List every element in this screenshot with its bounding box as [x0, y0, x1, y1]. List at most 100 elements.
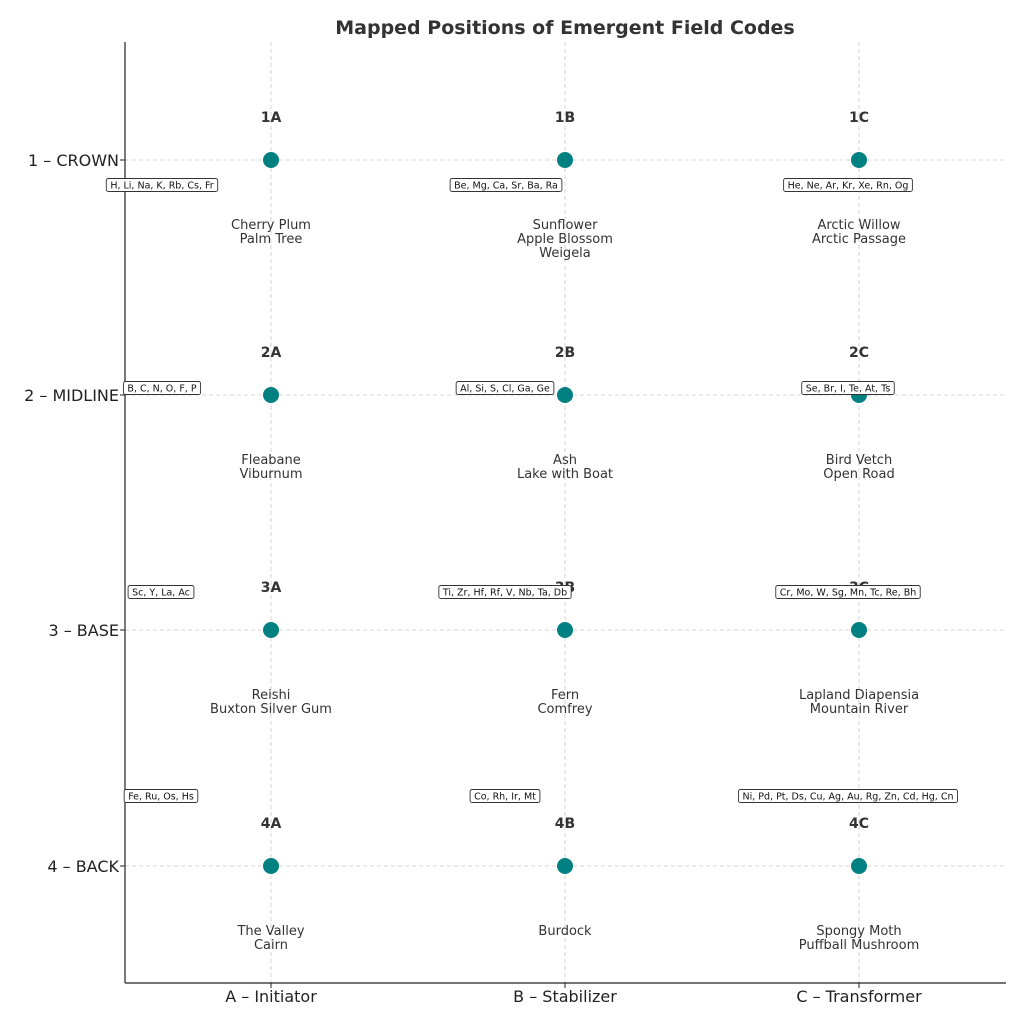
y-tick-label: 2 – MIDLINE	[24, 386, 119, 405]
data-point-group: 3BFernComfreyTi, Zr, Hf, Rf, V, Nb, Ta, …	[438, 580, 593, 717]
point-name-label: Weigela	[539, 246, 591, 261]
point-name-label: Puffball Mushroom	[799, 938, 919, 953]
x-tick-label: C – Transformer	[796, 987, 922, 1006]
element-annotation-box	[783, 178, 913, 192]
element-annotation-box	[801, 381, 895, 395]
element-annotation: Co, Rh, Ir, Mt	[469, 789, 541, 803]
point-name-label: Buxton Silver Gum	[210, 702, 332, 717]
point-name-label: Apple Blossom	[517, 232, 613, 247]
point-name-label: Open Road	[823, 467, 894, 482]
data-point-group: 4B Burdock Co, Rh, Ir, Mt	[469, 789, 592, 939]
point-name-label: Mountain River	[810, 702, 909, 717]
element-annotation-text: Fe, Ru, Os, Hs	[128, 792, 194, 803]
point-name-label: Cairn	[254, 938, 288, 953]
point-name-label: Comfrey	[537, 702, 592, 717]
point-code-label: 2C	[849, 345, 869, 361]
point-name-label: Lake with Boat	[517, 467, 613, 482]
element-annotation: B, C, N, O, F, P	[122, 381, 202, 395]
element-annotation-text: Se, Br, I, Te, At, Ts	[806, 384, 891, 395]
point-name-label: Cherry Plum	[231, 218, 311, 233]
x-tick-label: B – Stabilizer	[513, 987, 617, 1006]
element-annotation-text: Ti, Zr, Hf, Rf, V, Nb, Ta, Db	[442, 588, 567, 599]
point-name-label: Fleabane	[241, 453, 301, 468]
element-annotation-box	[123, 789, 199, 803]
point-name-label: Spongy Moth	[816, 924, 901, 939]
element-annotation-text: H, Li, Na, K, Rb, Cs, Fr	[110, 181, 213, 192]
point-code-label: 4C	[849, 816, 869, 832]
point-name-label: Viburnum	[240, 467, 303, 482]
point-marker	[557, 152, 573, 168]
element-annotation-box	[469, 789, 541, 803]
y-tick-label: 1 – CROWN	[28, 151, 119, 170]
point-marker	[851, 152, 867, 168]
point-marker	[557, 622, 573, 638]
point-marker	[851, 622, 867, 638]
point-code-label: 1A	[261, 110, 282, 126]
point-name-label: Palm Tree	[240, 232, 303, 247]
chart-title: Mapped Positions of Emergent Field Codes	[335, 17, 795, 39]
element-annotation-text: Co, Rh, Ir, Mt	[474, 792, 536, 803]
element-annotation: Se, Br, I, Te, At, Ts	[801, 381, 895, 395]
point-marker	[263, 622, 279, 638]
grid-lines	[125, 42, 1006, 983]
element-annotation-text: Ni, Pd, Pt, Ds, Cu, Ag, Au, Rg, Zn, Cd, …	[742, 792, 953, 803]
y-tick-label: 3 – BASE	[48, 621, 119, 640]
point-code-label: 1B	[555, 110, 575, 126]
element-annotation-text: Cr, Mo, W, Sg, Mn, Tc, Re, Bh	[780, 588, 916, 599]
point-name-label: Sunflower	[533, 218, 599, 233]
element-annotation-box	[738, 789, 958, 803]
element-annotation: Sc, Y, La, Ac	[127, 585, 195, 599]
element-annotation: Fe, Ru, Os, Hs	[123, 789, 199, 803]
point-name-label: Arctic Passage	[812, 232, 906, 247]
element-annotation-box	[127, 585, 195, 599]
element-annotation-text: B, C, N, O, F, P	[127, 384, 196, 395]
element-annotation: Be, Mg, Ca, Sr, Ba, Ra	[449, 178, 563, 192]
point-code-label: 4B	[555, 816, 575, 832]
point-name-label: Burdock	[538, 924, 592, 939]
element-annotation: H, Li, Na, K, Rb, Cs, Fr	[105, 178, 219, 192]
element-annotation: He, Ne, Ar, Kr, Xe, Rn, Og	[783, 178, 913, 192]
point-marker	[557, 858, 573, 874]
point-marker	[851, 858, 867, 874]
element-annotation-box	[122, 381, 202, 395]
axis-ticks: A – Initiator B – Stabilizer C – Transform…	[24, 151, 922, 1006]
point-code-label: 2B	[555, 345, 575, 361]
element-annotation-text: Sc, Y, La, Ac	[132, 588, 190, 599]
point-code-label: 4A	[261, 816, 282, 832]
point-name-label: The Valley	[236, 924, 304, 939]
element-annotation-text: Be, Mg, Ca, Sr, Ba, Ra	[454, 181, 558, 192]
point-marker	[557, 387, 573, 403]
point-code-label: 1C	[849, 110, 869, 126]
element-annotation-text: Al, Si, S, Cl, Ga, Ge	[460, 384, 550, 395]
element-annotation-text: He, Ne, Ar, Kr, Xe, Rn, Og	[788, 181, 909, 192]
point-code-label: 3A	[261, 580, 282, 596]
element-annotation-box	[449, 178, 563, 192]
point-marker	[263, 387, 279, 403]
point-marker	[263, 152, 279, 168]
point-marker	[263, 858, 279, 874]
x-tick-label: A – Initiator	[225, 987, 317, 1006]
element-annotation: Ti, Zr, Hf, Rf, V, Nb, Ta, Db	[438, 585, 572, 599]
element-annotation: Cr, Mo, W, Sg, Mn, Tc, Re, Bh	[775, 585, 921, 599]
point-name-label: Fern	[551, 688, 579, 703]
y-tick-label: 4 – BACK	[47, 857, 119, 876]
element-annotation-box	[438, 585, 572, 599]
element-annotation: Ni, Pd, Pt, Ds, Cu, Ag, Au, Rg, Zn, Cd, …	[738, 789, 958, 803]
element-annotation-box	[775, 585, 921, 599]
element-annotation-box	[105, 178, 219, 192]
point-name-label: Lapland Diapensia	[799, 688, 919, 703]
point-name-label: Arctic Willow	[817, 218, 900, 233]
point-name-label: Reishi	[252, 688, 291, 703]
point-name-label: Ash	[553, 453, 577, 468]
point-name-label: Bird Vetch	[826, 453, 892, 468]
